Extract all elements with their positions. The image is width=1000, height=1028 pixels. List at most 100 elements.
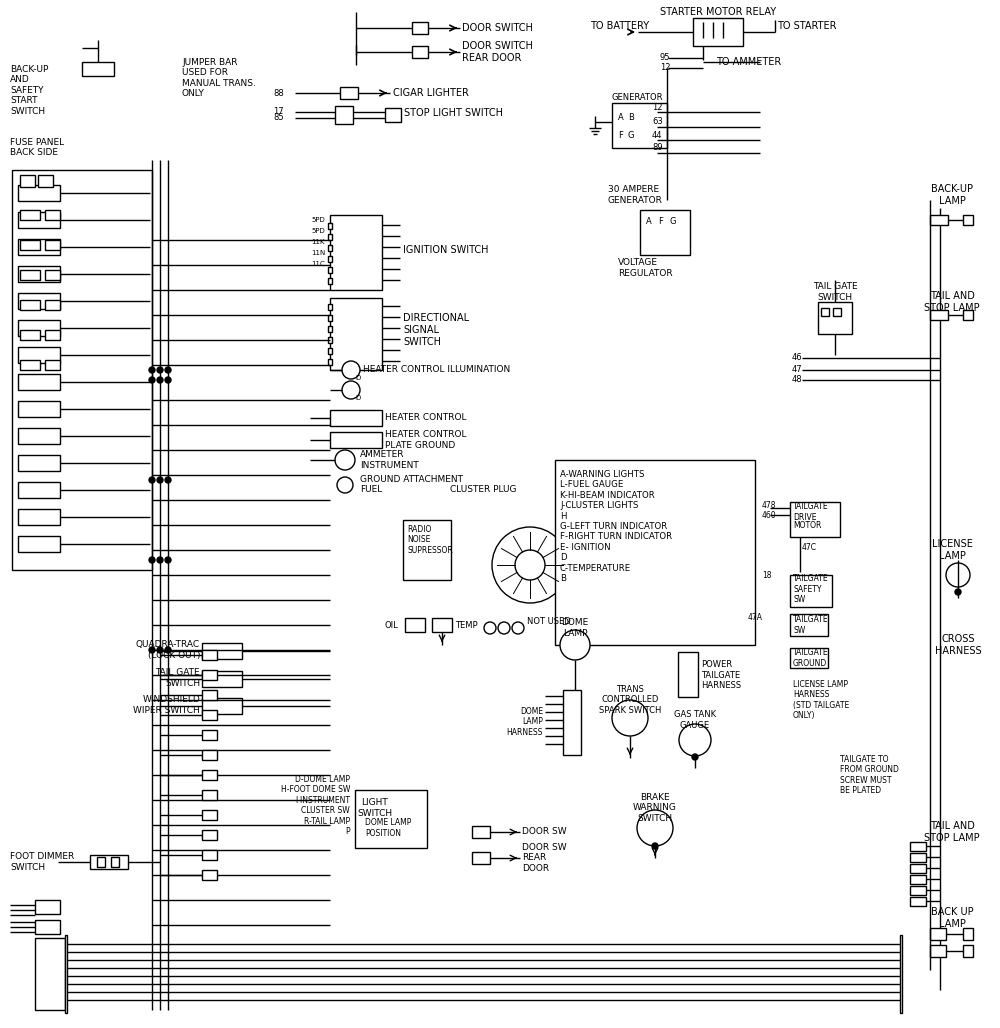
Text: TAIL AND
STOP LAMP: TAIL AND STOP LAMP bbox=[924, 821, 980, 843]
Circle shape bbox=[157, 557, 163, 563]
Bar bbox=[12, 170, 152, 570]
Circle shape bbox=[342, 381, 360, 399]
Text: LIGHT
SWITCH: LIGHT SWITCH bbox=[357, 799, 393, 817]
Bar bbox=[678, 652, 698, 697]
Text: BACK UP
LAMP: BACK UP LAMP bbox=[931, 907, 973, 929]
Bar bbox=[202, 870, 217, 880]
Text: BACK-UP
AND
SAFETY
START
SWITCH: BACK-UP AND SAFETY START SWITCH bbox=[10, 65, 48, 115]
Circle shape bbox=[498, 622, 510, 634]
Text: 11K: 11K bbox=[312, 238, 325, 245]
Text: A-WARNING LIGHTS
L-FUEL GAUGE
K-HI-BEAM INDICATOR
J-CLUSTER LIGHTS
H
G-LEFT TURN: A-WARNING LIGHTS L-FUEL GAUGE K-HI-BEAM … bbox=[560, 470, 672, 583]
Text: GENERATOR: GENERATOR bbox=[612, 93, 664, 102]
Text: DOOR SWITCH
REAR DOOR: DOOR SWITCH REAR DOOR bbox=[462, 41, 533, 63]
Text: OIL: OIL bbox=[384, 621, 398, 629]
Text: B: B bbox=[628, 113, 634, 122]
Bar bbox=[472, 827, 490, 838]
Bar bbox=[20, 175, 35, 187]
Text: STARTER MOTOR RELAY: STARTER MOTOR RELAY bbox=[660, 7, 776, 17]
Bar bbox=[20, 330, 40, 340]
Text: DIRECTIONAL
SIGNAL
SWITCH: DIRECTIONAL SIGNAL SWITCH bbox=[403, 314, 469, 346]
Circle shape bbox=[165, 377, 171, 383]
Text: MOTOR: MOTOR bbox=[793, 520, 821, 529]
Bar bbox=[20, 300, 40, 310]
Bar bbox=[20, 270, 40, 280]
Bar bbox=[18, 347, 60, 363]
Text: 63: 63 bbox=[652, 117, 663, 126]
Text: LICENSE
LAMP: LICENSE LAMP bbox=[932, 540, 972, 561]
Bar bbox=[18, 293, 60, 309]
Bar bbox=[432, 618, 452, 632]
Text: 460: 460 bbox=[762, 511, 777, 519]
Bar bbox=[328, 267, 332, 273]
Bar bbox=[963, 215, 973, 225]
Circle shape bbox=[560, 630, 590, 660]
Text: TEMP: TEMP bbox=[455, 621, 478, 629]
Bar bbox=[202, 810, 217, 820]
Circle shape bbox=[484, 622, 496, 634]
Text: 95: 95 bbox=[660, 53, 670, 63]
Bar bbox=[328, 348, 332, 354]
Circle shape bbox=[165, 647, 171, 653]
Text: AMMETER
INSTRUMENT: AMMETER INSTRUMENT bbox=[360, 450, 419, 470]
Circle shape bbox=[157, 647, 163, 653]
Bar bbox=[38, 175, 53, 187]
Bar bbox=[45, 270, 60, 280]
Text: DOOR SWITCH: DOOR SWITCH bbox=[462, 23, 533, 33]
Bar bbox=[563, 690, 581, 755]
Bar bbox=[330, 410, 382, 426]
Text: 12: 12 bbox=[652, 103, 662, 111]
Bar bbox=[202, 830, 217, 840]
Text: 12: 12 bbox=[660, 64, 670, 73]
Bar bbox=[640, 210, 690, 255]
Bar bbox=[328, 326, 332, 332]
Bar bbox=[330, 432, 382, 448]
Bar bbox=[790, 614, 828, 636]
Bar bbox=[45, 360, 60, 370]
Text: 47C: 47C bbox=[802, 544, 817, 552]
Bar bbox=[328, 337, 332, 343]
Text: FUSE PANEL
BACK SIDE: FUSE PANEL BACK SIDE bbox=[10, 138, 64, 157]
Text: D: D bbox=[355, 375, 360, 381]
Bar bbox=[202, 730, 217, 740]
Bar bbox=[612, 103, 667, 148]
Text: 47: 47 bbox=[792, 366, 803, 374]
Text: HEATER CONTROL
PLATE GROUND: HEATER CONTROL PLATE GROUND bbox=[385, 431, 466, 449]
Circle shape bbox=[492, 527, 568, 603]
Text: DOME LAMP
POSITION: DOME LAMP POSITION bbox=[365, 818, 411, 838]
Text: POWER
TAILGATE
HARNESS: POWER TAILGATE HARNESS bbox=[701, 660, 741, 690]
Bar bbox=[340, 87, 358, 99]
Bar bbox=[328, 315, 332, 321]
Bar bbox=[330, 215, 382, 290]
Text: G: G bbox=[628, 131, 635, 140]
Circle shape bbox=[335, 450, 355, 470]
Text: 30 AMPERE
GENERATOR: 30 AMPERE GENERATOR bbox=[608, 185, 663, 205]
Bar bbox=[45, 210, 60, 220]
Text: TAILGATE
GROUND: TAILGATE GROUND bbox=[793, 649, 829, 668]
Text: DOME
LAMP
HARNESS: DOME LAMP HARNESS bbox=[507, 707, 543, 737]
Bar bbox=[202, 642, 242, 659]
Bar bbox=[963, 928, 973, 940]
Text: D-DOME LAMP
H-FOOT DOME SW
I-INSTRUMENT
CLUSTER SW
R-TAIL LAMP
P: D-DOME LAMP H-FOOT DOME SW I-INSTRUMENT … bbox=[281, 775, 350, 836]
Bar bbox=[18, 266, 60, 282]
Bar bbox=[693, 19, 743, 46]
Bar bbox=[18, 185, 60, 201]
Bar bbox=[202, 690, 217, 700]
Bar bbox=[18, 536, 60, 552]
Bar bbox=[202, 698, 242, 714]
Bar bbox=[910, 875, 926, 884]
Bar bbox=[930, 310, 948, 320]
Circle shape bbox=[149, 557, 155, 563]
Text: CROSS
HARNESS: CROSS HARNESS bbox=[935, 634, 981, 656]
Bar bbox=[18, 455, 60, 471]
Bar bbox=[963, 310, 973, 320]
Text: 11C: 11C bbox=[311, 261, 325, 267]
Bar bbox=[328, 359, 332, 365]
Bar bbox=[833, 308, 841, 316]
Text: TAIL GATE
SWITCH: TAIL GATE SWITCH bbox=[155, 668, 200, 688]
Text: TAILGATE
DRIVE: TAILGATE DRIVE bbox=[793, 503, 829, 521]
Bar bbox=[330, 298, 382, 370]
Circle shape bbox=[652, 843, 658, 849]
Bar bbox=[35, 938, 65, 1009]
Circle shape bbox=[955, 589, 961, 595]
Bar bbox=[18, 428, 60, 444]
